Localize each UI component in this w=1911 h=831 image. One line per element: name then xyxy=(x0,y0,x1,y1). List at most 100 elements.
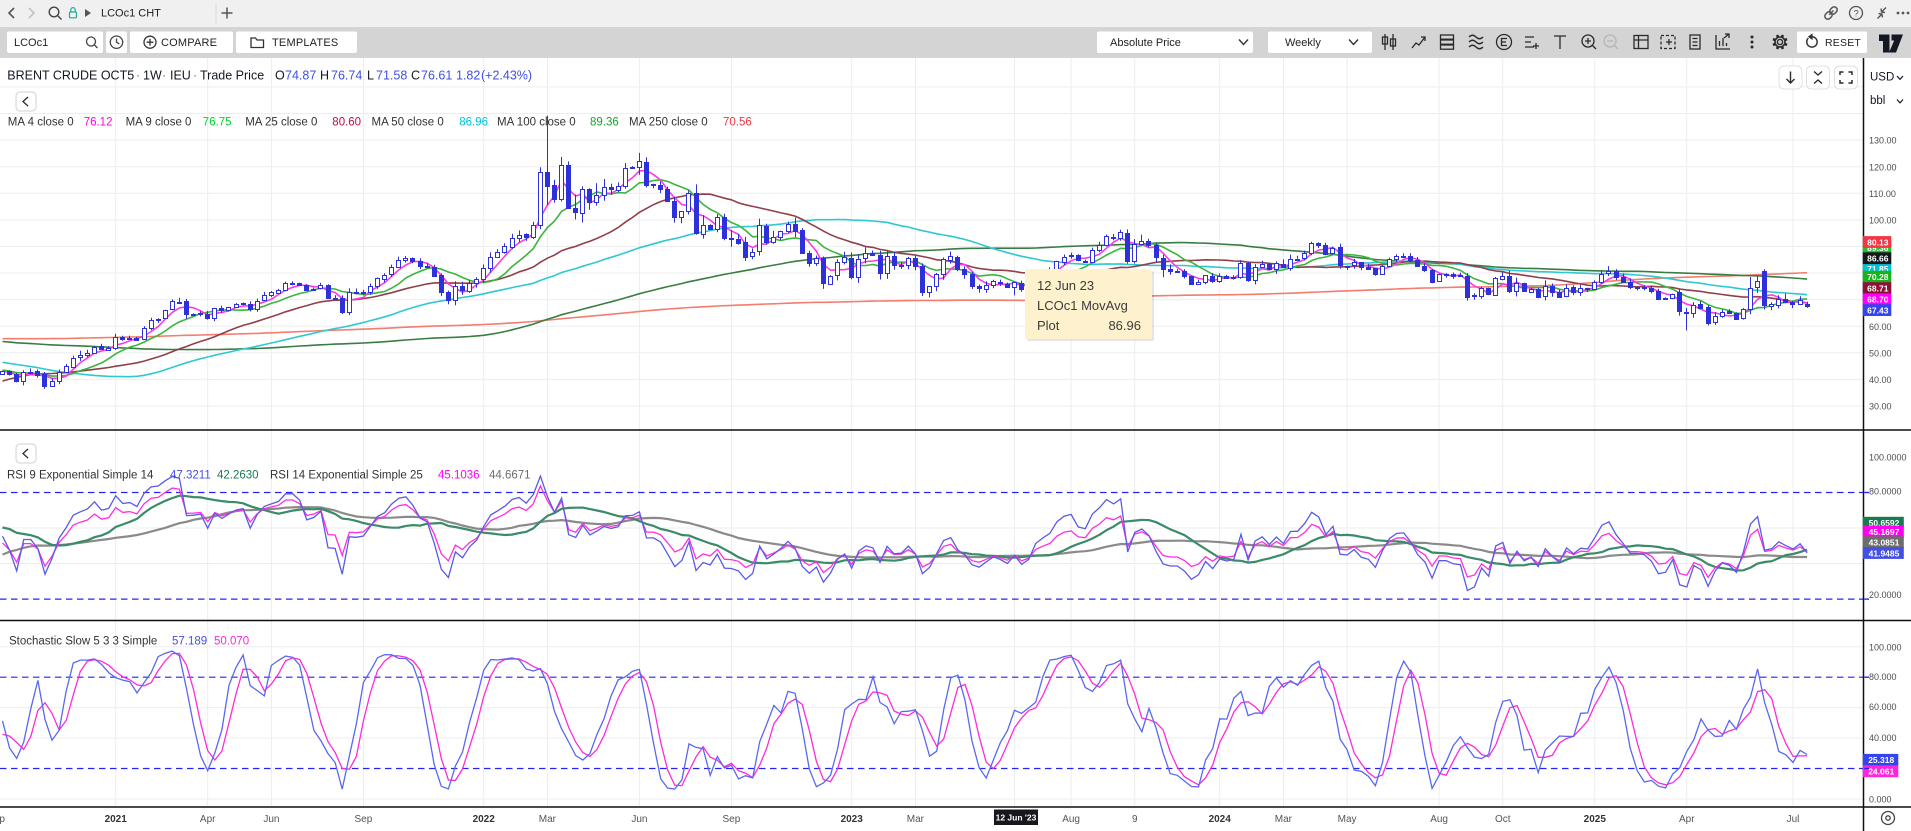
svg-text:Jun: Jun xyxy=(631,814,647,825)
svg-text:·: · xyxy=(136,69,140,83)
svg-text:25.318: 25.318 xyxy=(1868,755,1894,765)
svg-text:80.000: 80.000 xyxy=(1869,672,1897,682)
svg-text:MA 100 close 0: MA 100 close 0 xyxy=(497,117,576,129)
svg-text:bbl: bbl xyxy=(1870,95,1885,107)
svg-text:Mar: Mar xyxy=(539,814,557,825)
svg-text:30.00: 30.00 xyxy=(1869,402,1892,412)
svg-text:Mar: Mar xyxy=(907,814,925,825)
svg-text:57.189: 57.189 xyxy=(172,636,207,648)
svg-text:C: C xyxy=(411,69,420,83)
svg-text:BRENT CRUDE OCT5: BRENT CRUDE OCT5 xyxy=(7,69,134,83)
svg-text:TEMPLATES: TEMPLATES xyxy=(272,37,338,49)
svg-text:MA 50 close 0: MA 50 close 0 xyxy=(372,117,444,129)
svg-text:LCOc1 MovAvg: LCOc1 MovAvg xyxy=(1037,298,1128,313)
svg-text:68.70: 68.70 xyxy=(1867,295,1889,305)
svg-text:MA 25 close 0: MA 25 close 0 xyxy=(245,117,317,129)
svg-text:45.1036: 45.1036 xyxy=(438,470,480,482)
svg-text:MA 4 close 0: MA 4 close 0 xyxy=(8,117,74,129)
svg-text:2024: 2024 xyxy=(1209,814,1232,825)
svg-text:80.13: 80.13 xyxy=(1867,237,1889,247)
svg-text:RSI 9 Exponential Simple 14: RSI 9 Exponential Simple 14 xyxy=(7,470,154,482)
svg-text:Jun: Jun xyxy=(263,814,279,825)
svg-text:Apr: Apr xyxy=(1679,814,1695,825)
svg-text:80.0000: 80.0000 xyxy=(1869,487,1902,497)
svg-text:71.85: 71.85 xyxy=(1867,264,1889,274)
svg-text:Sep: Sep xyxy=(355,814,373,825)
svg-text:60.00: 60.00 xyxy=(1869,322,1892,332)
svg-text:76.12: 76.12 xyxy=(84,117,113,129)
svg-text:12 Jun '23: 12 Jun '23 xyxy=(996,813,1037,823)
svg-text:1W: 1W xyxy=(143,69,162,83)
svg-text:86.66: 86.66 xyxy=(1867,254,1889,264)
svg-text:Aug: Aug xyxy=(1430,814,1448,825)
svg-text:May: May xyxy=(1338,814,1357,825)
svg-text:44.6671: 44.6671 xyxy=(489,470,531,482)
svg-text:130.00: 130.00 xyxy=(1869,136,1897,146)
svg-text:MA 250 close 0: MA 250 close 0 xyxy=(629,117,708,129)
svg-text:50.00: 50.00 xyxy=(1869,348,1892,358)
svg-text:100.000: 100.000 xyxy=(1869,642,1902,652)
svg-text:2021: 2021 xyxy=(105,814,128,825)
svg-text:89.36: 89.36 xyxy=(590,117,619,129)
svg-text:42.2630: 42.2630 xyxy=(217,470,259,482)
svg-text:0.000: 0.000 xyxy=(1869,795,1892,805)
svg-text:USD: USD xyxy=(1870,72,1894,84)
svg-text:40.00: 40.00 xyxy=(1869,375,1892,385)
svg-text:70.28: 70.28 xyxy=(1867,272,1889,282)
svg-text:Weekly: Weekly xyxy=(1285,37,1321,49)
svg-text:Trade Price: Trade Price xyxy=(200,69,264,83)
svg-text:Plot: Plot xyxy=(1037,318,1060,333)
svg-text:86.96: 86.96 xyxy=(1108,318,1141,333)
svg-text:(+2.43%): (+2.43%) xyxy=(481,69,532,83)
svg-text:47.3211: 47.3211 xyxy=(170,470,211,482)
svg-text:1.82: 1.82 xyxy=(456,69,480,83)
svg-text:Sep: Sep xyxy=(723,814,741,825)
svg-text:MA 9 close 0: MA 9 close 0 xyxy=(126,117,192,129)
svg-text:Mar: Mar xyxy=(1275,814,1293,825)
svg-text:41.9485: 41.9485 xyxy=(1869,548,1900,558)
svg-text:O: O xyxy=(275,69,285,83)
svg-text:80.60: 80.60 xyxy=(332,117,361,129)
svg-text:40.000: 40.000 xyxy=(1869,733,1897,743)
svg-text:H: H xyxy=(320,69,329,83)
svg-text:IEU: IEU xyxy=(170,69,191,83)
svg-text:9: 9 xyxy=(1132,814,1138,825)
svg-text:L: L xyxy=(367,69,374,83)
svg-text:2025: 2025 xyxy=(1584,814,1607,825)
svg-text:Absolute Price: Absolute Price xyxy=(1110,37,1181,49)
svg-text:71.58: 71.58 xyxy=(376,69,407,83)
svg-text:Sep: Sep xyxy=(0,814,5,825)
svg-text:68.71: 68.71 xyxy=(1867,284,1889,294)
svg-text:74.87: 74.87 xyxy=(285,69,316,83)
svg-text:24.061: 24.061 xyxy=(1868,767,1894,777)
svg-text:2022: 2022 xyxy=(473,814,496,825)
svg-text:100.0000: 100.0000 xyxy=(1869,452,1907,462)
svg-text:50.6592: 50.6592 xyxy=(1869,518,1900,528)
svg-text:76.75: 76.75 xyxy=(203,117,232,129)
svg-text:20.0000: 20.0000 xyxy=(1869,590,1902,600)
svg-text:67.43: 67.43 xyxy=(1867,306,1889,316)
svg-text:76.74: 76.74 xyxy=(331,69,362,83)
svg-text:LCOc1: LCOc1 xyxy=(14,37,48,49)
svg-text:RSI 14 Exponential Simple 25: RSI 14 Exponential Simple 25 xyxy=(270,470,423,482)
svg-text:Jul: Jul xyxy=(1787,814,1800,825)
svg-text:?: ? xyxy=(1854,9,1859,20)
svg-text:·: · xyxy=(193,69,197,83)
svg-text:Stochastic Slow 5 3 3 Simple: Stochastic Slow 5 3 3 Simple xyxy=(9,636,157,648)
svg-text:70.56: 70.56 xyxy=(723,117,752,129)
svg-text:Aug: Aug xyxy=(1062,814,1080,825)
svg-text:LCOc1 CHT: LCOc1 CHT xyxy=(101,8,161,20)
svg-text:100.00: 100.00 xyxy=(1869,216,1897,226)
svg-text:86.96: 86.96 xyxy=(459,117,488,129)
svg-text:43.0851: 43.0851 xyxy=(1869,538,1900,548)
svg-text:COMPARE: COMPARE xyxy=(161,37,217,49)
svg-text:RESET: RESET xyxy=(1825,37,1861,49)
svg-text:110.00: 110.00 xyxy=(1869,189,1896,199)
svg-text:·: · xyxy=(162,69,166,83)
svg-text:12 Jun 23: 12 Jun 23 xyxy=(1037,278,1094,293)
svg-text:Apr: Apr xyxy=(200,814,216,825)
svg-text:60.000: 60.000 xyxy=(1869,702,1897,712)
svg-text:2023: 2023 xyxy=(841,814,864,825)
svg-text:120.00: 120.00 xyxy=(1869,162,1897,172)
svg-text:50.070: 50.070 xyxy=(214,636,249,648)
